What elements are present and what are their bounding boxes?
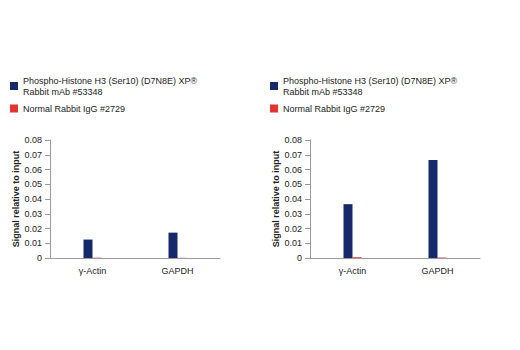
svg-text:0.08: 0.08 bbox=[24, 135, 42, 145]
svg-text:0: 0 bbox=[37, 253, 42, 263]
svg-text:0.07: 0.07 bbox=[24, 150, 42, 160]
svg-text:0.08: 0.08 bbox=[284, 135, 302, 145]
svg-text:GAPDH: GAPDH bbox=[161, 266, 193, 276]
svg-text:γ-Actin: γ-Actin bbox=[79, 266, 107, 276]
svg-text:Phospho-Histone H3 (Ser10) (D7: Phospho-Histone H3 (Ser10) (D7N8E) XP® bbox=[23, 76, 200, 86]
svg-text:0.06: 0.06 bbox=[284, 165, 302, 175]
svg-text:Normal Rabbit IgG #2729: Normal Rabbit IgG #2729 bbox=[283, 104, 385, 114]
svg-text:Phospho-Histone H3 (Ser10) (D7: Phospho-Histone H3 (Ser10) (D7N8E) XP® bbox=[283, 76, 460, 86]
svg-text:0.07: 0.07 bbox=[284, 150, 302, 160]
svg-text:0.01: 0.01 bbox=[284, 238, 302, 248]
svg-text:0.06: 0.06 bbox=[24, 165, 42, 175]
svg-text:0.01: 0.01 bbox=[24, 238, 42, 248]
svg-text:0.03: 0.03 bbox=[284, 209, 302, 219]
svg-text:Rabbit mAb #53348: Rabbit mAb #53348 bbox=[283, 87, 363, 97]
svg-text:γ-Actin: γ-Actin bbox=[339, 266, 367, 276]
svg-text:0.05: 0.05 bbox=[24, 179, 42, 189]
svg-text:0.05: 0.05 bbox=[284, 179, 302, 189]
svg-text:0.04: 0.04 bbox=[284, 194, 302, 204]
svg-text:0.03: 0.03 bbox=[24, 209, 42, 219]
svg-text:0.04: 0.04 bbox=[24, 194, 42, 204]
svg-text:Normal Rabbit IgG #2729: Normal Rabbit IgG #2729 bbox=[23, 104, 125, 114]
svg-text:GAPDH: GAPDH bbox=[421, 266, 453, 276]
svg-text:0: 0 bbox=[297, 253, 302, 263]
svg-text:Rabbit mAb #53348: Rabbit mAb #53348 bbox=[23, 87, 103, 97]
svg-text:Signal relative to input: Signal relative to input bbox=[271, 151, 281, 248]
svg-text:Signal relative to input: Signal relative to input bbox=[11, 151, 21, 248]
svg-text:0.02: 0.02 bbox=[284, 224, 302, 234]
svg-text:0.02: 0.02 bbox=[24, 224, 42, 234]
